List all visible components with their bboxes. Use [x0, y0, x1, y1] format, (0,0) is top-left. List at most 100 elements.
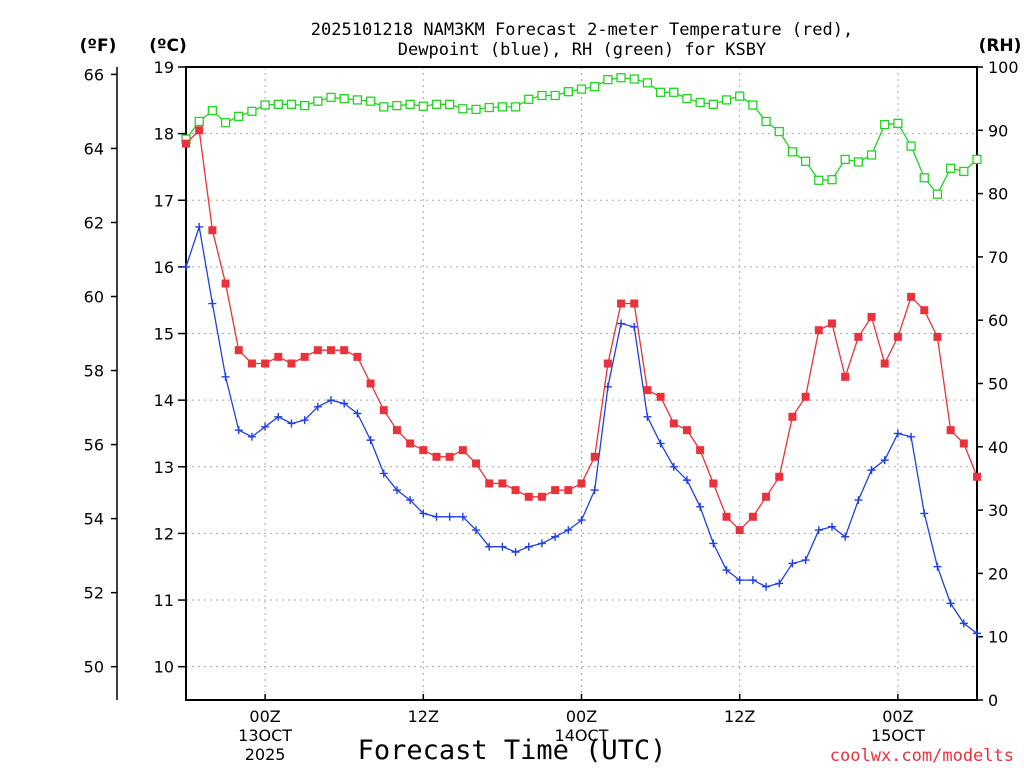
rh-point	[445, 99, 455, 109]
rh-tick-label: 0	[988, 691, 998, 710]
celsius-tick-label: 18	[154, 125, 174, 144]
rh-point	[603, 75, 613, 85]
rh-point	[906, 141, 916, 151]
rh-point	[590, 81, 600, 92]
fahrenheit-tick-label: 66	[84, 65, 104, 84]
temperature-point	[669, 419, 678, 428]
rh-point	[669, 87, 679, 97]
dewpoint-point	[208, 299, 217, 308]
temperature-point	[973, 472, 981, 481]
rh-point	[458, 104, 468, 114]
fahrenheit-unit-label: (ºF)	[80, 36, 117, 56]
dewpoint-point	[775, 579, 784, 588]
dewpoint-point	[300, 416, 309, 425]
credit-text: coolwx.com/modelts	[830, 746, 1014, 766]
temperature-point	[419, 446, 428, 455]
rh-point	[787, 147, 798, 157]
time-tick-date: 14OCT	[555, 726, 609, 745]
dewpoint-point	[406, 496, 415, 505]
dewpoint-point	[221, 372, 230, 381]
temperature-point	[458, 446, 467, 455]
rh-point	[576, 84, 587, 94]
rh-point	[800, 156, 811, 166]
rh-point	[814, 175, 824, 185]
rh-point	[708, 99, 718, 109]
rh-point	[655, 87, 666, 97]
dewpoint-point	[472, 526, 481, 535]
temperature-point	[643, 386, 652, 395]
temperature-point	[946, 426, 955, 435]
rh-point	[563, 87, 573, 97]
dewpoint-point	[577, 516, 586, 525]
temperature-point	[696, 446, 705, 455]
rh-point	[682, 94, 692, 104]
temperature-point	[353, 352, 362, 361]
rh-tick-label: 40	[988, 438, 1008, 457]
temperature-point	[498, 479, 507, 488]
time-tick-label: 00Z	[566, 707, 597, 726]
dewpoint-point	[656, 439, 665, 448]
temperature-point	[827, 319, 836, 328]
dewpoint-point	[590, 486, 599, 495]
temperature-point	[524, 492, 533, 501]
dewpoint-point	[748, 576, 757, 585]
temperature-point	[392, 426, 401, 435]
rh-point	[721, 95, 732, 105]
time-tick-date: 15OCT	[871, 726, 925, 745]
dewpoint-point	[445, 512, 454, 521]
rh-tick-label: 30	[988, 501, 1008, 520]
dewpoint-point	[195, 222, 204, 231]
temperature-point	[261, 359, 270, 368]
rh-point	[431, 99, 442, 109]
rh-point	[827, 175, 837, 185]
chart-title-line-1: 2025101218 NAM3KM Forecast 2-meter Tempe…	[311, 20, 853, 40]
rh-tick-label: 20	[988, 564, 1008, 583]
temperature-point	[630, 299, 639, 308]
rh-point	[405, 99, 415, 109]
rh-point	[194, 116, 204, 127]
dewpoint-point	[432, 512, 441, 521]
fahrenheit-tick-label: 60	[84, 288, 104, 307]
rh-point	[286, 99, 297, 109]
rh-point	[893, 118, 903, 128]
rh-tick-label: 70	[988, 248, 1008, 267]
rh-point	[379, 102, 389, 112]
rh-point	[853, 157, 863, 167]
celsius-axis: 10 11 12 13 14 15 16 17 18 19	[154, 58, 186, 677]
rh-point	[866, 150, 877, 160]
dewpoint-point	[973, 629, 981, 638]
rh-point	[352, 95, 363, 105]
dewpoint-point	[617, 319, 626, 328]
temperature-point	[933, 332, 942, 341]
rh-tick-label: 60	[988, 311, 1008, 330]
temperature-point	[340, 346, 349, 355]
temperature-point	[432, 452, 441, 461]
dewpoint-point	[287, 419, 296, 428]
rh-tick-label: 50	[988, 375, 1008, 394]
rh-point	[524, 94, 534, 104]
temperature-point	[274, 352, 283, 361]
dewpoint-point	[854, 496, 863, 505]
rh-point	[840, 154, 850, 165]
temperature-point	[762, 492, 771, 501]
temperature-point	[287, 359, 296, 368]
dewpoint-series	[182, 222, 981, 638]
rh-point	[260, 100, 270, 110]
temperature-point	[445, 452, 454, 461]
dewpoint-point	[274, 412, 283, 421]
dewpoint-point	[669, 462, 678, 471]
fahrenheit-axis: 50 52 54 56 58 60 62 64 66	[84, 65, 117, 677]
rh-point	[945, 163, 956, 173]
dewpoint-point	[182, 262, 190, 271]
temperature-point	[959, 439, 968, 448]
temperature-point	[537, 492, 546, 501]
rh-point	[537, 90, 547, 101]
dewpoint-point	[682, 476, 691, 485]
rh-point	[471, 104, 481, 115]
rh-point	[616, 73, 626, 83]
rh-point	[629, 74, 639, 84]
celsius-tick-label: 12	[154, 524, 174, 543]
rh-tick-label: 100	[988, 58, 1019, 77]
time-tick-label: 12Z	[724, 707, 755, 726]
